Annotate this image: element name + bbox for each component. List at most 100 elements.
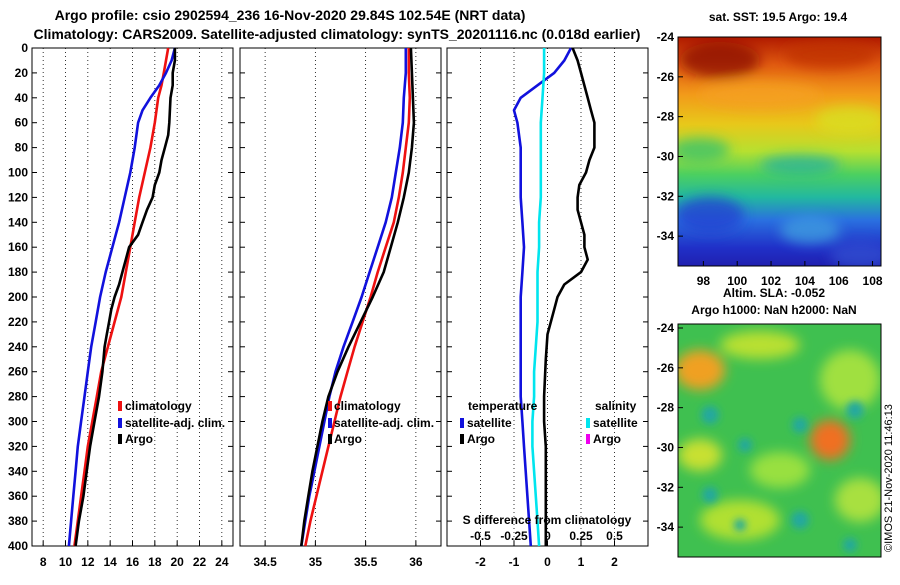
depth-tick-label: 340 xyxy=(8,464,28,478)
sst-map-frame xyxy=(677,36,882,267)
sla-map-subtitle: Argo h1000: NaN h2000: NaN xyxy=(691,303,856,317)
figure-title-line2: Climatology: CARS2009. Satellite-adjuste… xyxy=(34,26,641,42)
sst-lat-axis: -24 -26 -28 -30 -32 -34 xyxy=(657,30,683,243)
depth-tick-label: 240 xyxy=(8,340,28,354)
temperature-legend: climatology satellite-adj. clim. Argo xyxy=(118,399,225,446)
figure-title-line1: Argo profile: csio 2902594_236 16-Nov-20… xyxy=(55,7,526,23)
depth-tick-label: 300 xyxy=(8,415,28,429)
lon-tick-label: 106 xyxy=(829,274,849,288)
depth-tick-label: 100 xyxy=(8,166,28,180)
depth-tick-label: 160 xyxy=(8,240,28,254)
legend-label-climatology: climatology xyxy=(125,399,192,413)
lat-tick-label: -34 xyxy=(657,229,675,243)
lon-tick-label: 102 xyxy=(761,274,781,288)
depth-tick-label: 280 xyxy=(8,390,28,404)
series-climatology xyxy=(304,48,412,547)
temperature-lines xyxy=(67,47,177,547)
salinity-diff-tick-label: 0.25 xyxy=(569,529,593,543)
x-tick-label: 34.5 xyxy=(253,555,277,569)
lat-tick-label: -28 xyxy=(657,110,675,124)
sst-lon-axis: 98 100 102 104 106 108 xyxy=(697,261,883,288)
sla-map-image xyxy=(678,324,881,557)
lat-tick-label: -28 xyxy=(657,401,675,415)
x-tick-label: 14 xyxy=(103,555,117,569)
lon-tick-label: 98 xyxy=(697,274,711,288)
x-tick-label: 35.5 xyxy=(354,555,378,569)
legend-label-argo: Argo xyxy=(125,432,153,446)
legend-label-sal-argo: Argo xyxy=(593,432,621,446)
legend-title-temperature: temperature xyxy=(468,399,538,413)
legend-title-salinity: salinity xyxy=(595,399,637,413)
legend-swatch-temp-argo xyxy=(460,434,464,444)
salinity-diff-tick-label: -0.5 xyxy=(470,529,491,543)
sst-map-image xyxy=(678,37,881,266)
difference-salinity-axis: -0.5 -0.25 0 0.25 0.5 xyxy=(470,529,623,543)
legend-label-satellite: satellite-adj. clim. xyxy=(334,416,434,430)
x-tick-label: 20 xyxy=(170,555,184,569)
x-tick-label: -1 xyxy=(509,555,520,569)
depth-tick-label: 60 xyxy=(15,116,29,130)
lat-tick-label: -32 xyxy=(657,189,675,203)
difference-legend: temperature satellite Argo salinity sate… xyxy=(460,399,638,446)
lon-tick-label: 100 xyxy=(727,274,747,288)
legend-label-temp-satellite: satellite xyxy=(467,416,512,430)
depth-tick-label: 120 xyxy=(8,190,28,204)
lat-tick-label: -34 xyxy=(657,520,675,534)
salinity-grid xyxy=(240,47,441,547)
legend-swatch-temp-satellite xyxy=(460,418,464,428)
salinity-panel xyxy=(239,47,442,547)
sla-map-frame xyxy=(677,323,882,558)
x-tick-label: -2 xyxy=(475,555,486,569)
lat-tick-label: -32 xyxy=(657,480,675,494)
salinity-legend: climatology satellite-adj. clim. Argo xyxy=(328,399,434,446)
legend-label-sal-satellite: satellite xyxy=(593,416,638,430)
depth-tick-label: 0 xyxy=(21,41,28,55)
lat-tick-label: -30 xyxy=(657,440,675,454)
x-tick-label: 10 xyxy=(59,555,73,569)
depth-tick-label: 140 xyxy=(8,215,28,229)
lat-tick-label: -30 xyxy=(657,149,675,163)
depth-tick-label: 380 xyxy=(8,514,28,528)
depth-tick-label: 20 xyxy=(15,66,29,80)
x-tick-label: 22 xyxy=(193,555,207,569)
legend-label-climatology: climatology xyxy=(334,399,401,413)
depth-tick-label: 400 xyxy=(8,539,28,553)
difference-x-axis: -2 -1 0 1 2 xyxy=(475,555,618,569)
difference-xlabel: S difference from climatology xyxy=(463,513,632,527)
lat-tick-label: -24 xyxy=(657,321,675,335)
x-tick-label: 36 xyxy=(409,555,423,569)
temperature-x-axis: 8 10 12 14 16 18 20 22 24 xyxy=(40,555,229,569)
salinity-x-axis: 34.5 35 35.5 36 xyxy=(253,555,422,569)
series-temperature-satellite xyxy=(512,47,573,547)
series-satellite-adj-clim- xyxy=(300,48,408,547)
legend-swatch-sal-argo xyxy=(586,434,590,444)
sla-map-title: Altim. SLA: -0.052 xyxy=(723,286,825,300)
salinity-diff-tick-label: 0.5 xyxy=(606,529,623,543)
lat-tick-label: -26 xyxy=(657,361,675,375)
sla-lat-axis: -24 -26 -28 -30 -32 -34 xyxy=(657,321,683,534)
series-argo xyxy=(300,47,416,547)
x-tick-label: 24 xyxy=(215,555,229,569)
depth-tick-label: 260 xyxy=(8,365,28,379)
depth-tick-label: 220 xyxy=(8,315,28,329)
depth-tick-label: 200 xyxy=(8,290,28,304)
depth-tick-label: 80 xyxy=(15,141,29,155)
sst-map-title: sat. SST: 19.5 Argo: 19.4 xyxy=(709,10,848,24)
depth-axis: 0 20 40 60 80 100 120 140 160 180 200 220 240 260 280 3… xyxy=(8,41,28,553)
salinity-lines xyxy=(300,47,416,547)
legend-label-temp-argo: Argo xyxy=(467,432,495,446)
lon-tick-label: 108 xyxy=(863,274,883,288)
lat-tick-label: -24 xyxy=(657,30,675,44)
legend-swatch-argo xyxy=(118,434,122,444)
salinity-diff-tick-label: 0 xyxy=(544,529,551,543)
legend-label-argo: Argo xyxy=(334,432,362,446)
salinity-diff-tick-label: -0.25 xyxy=(500,529,528,543)
legend-swatch-climatology xyxy=(118,401,122,411)
imos-credit: ©IMOS 21-Nov-2020 11:46:13 xyxy=(883,404,895,552)
legend-swatch-argo xyxy=(328,434,332,444)
x-tick-label: 16 xyxy=(126,555,140,569)
series-climatology xyxy=(73,47,170,547)
legend-label-satellite: satellite-adj. clim. xyxy=(125,416,225,430)
x-tick-label: 8 xyxy=(40,555,47,569)
